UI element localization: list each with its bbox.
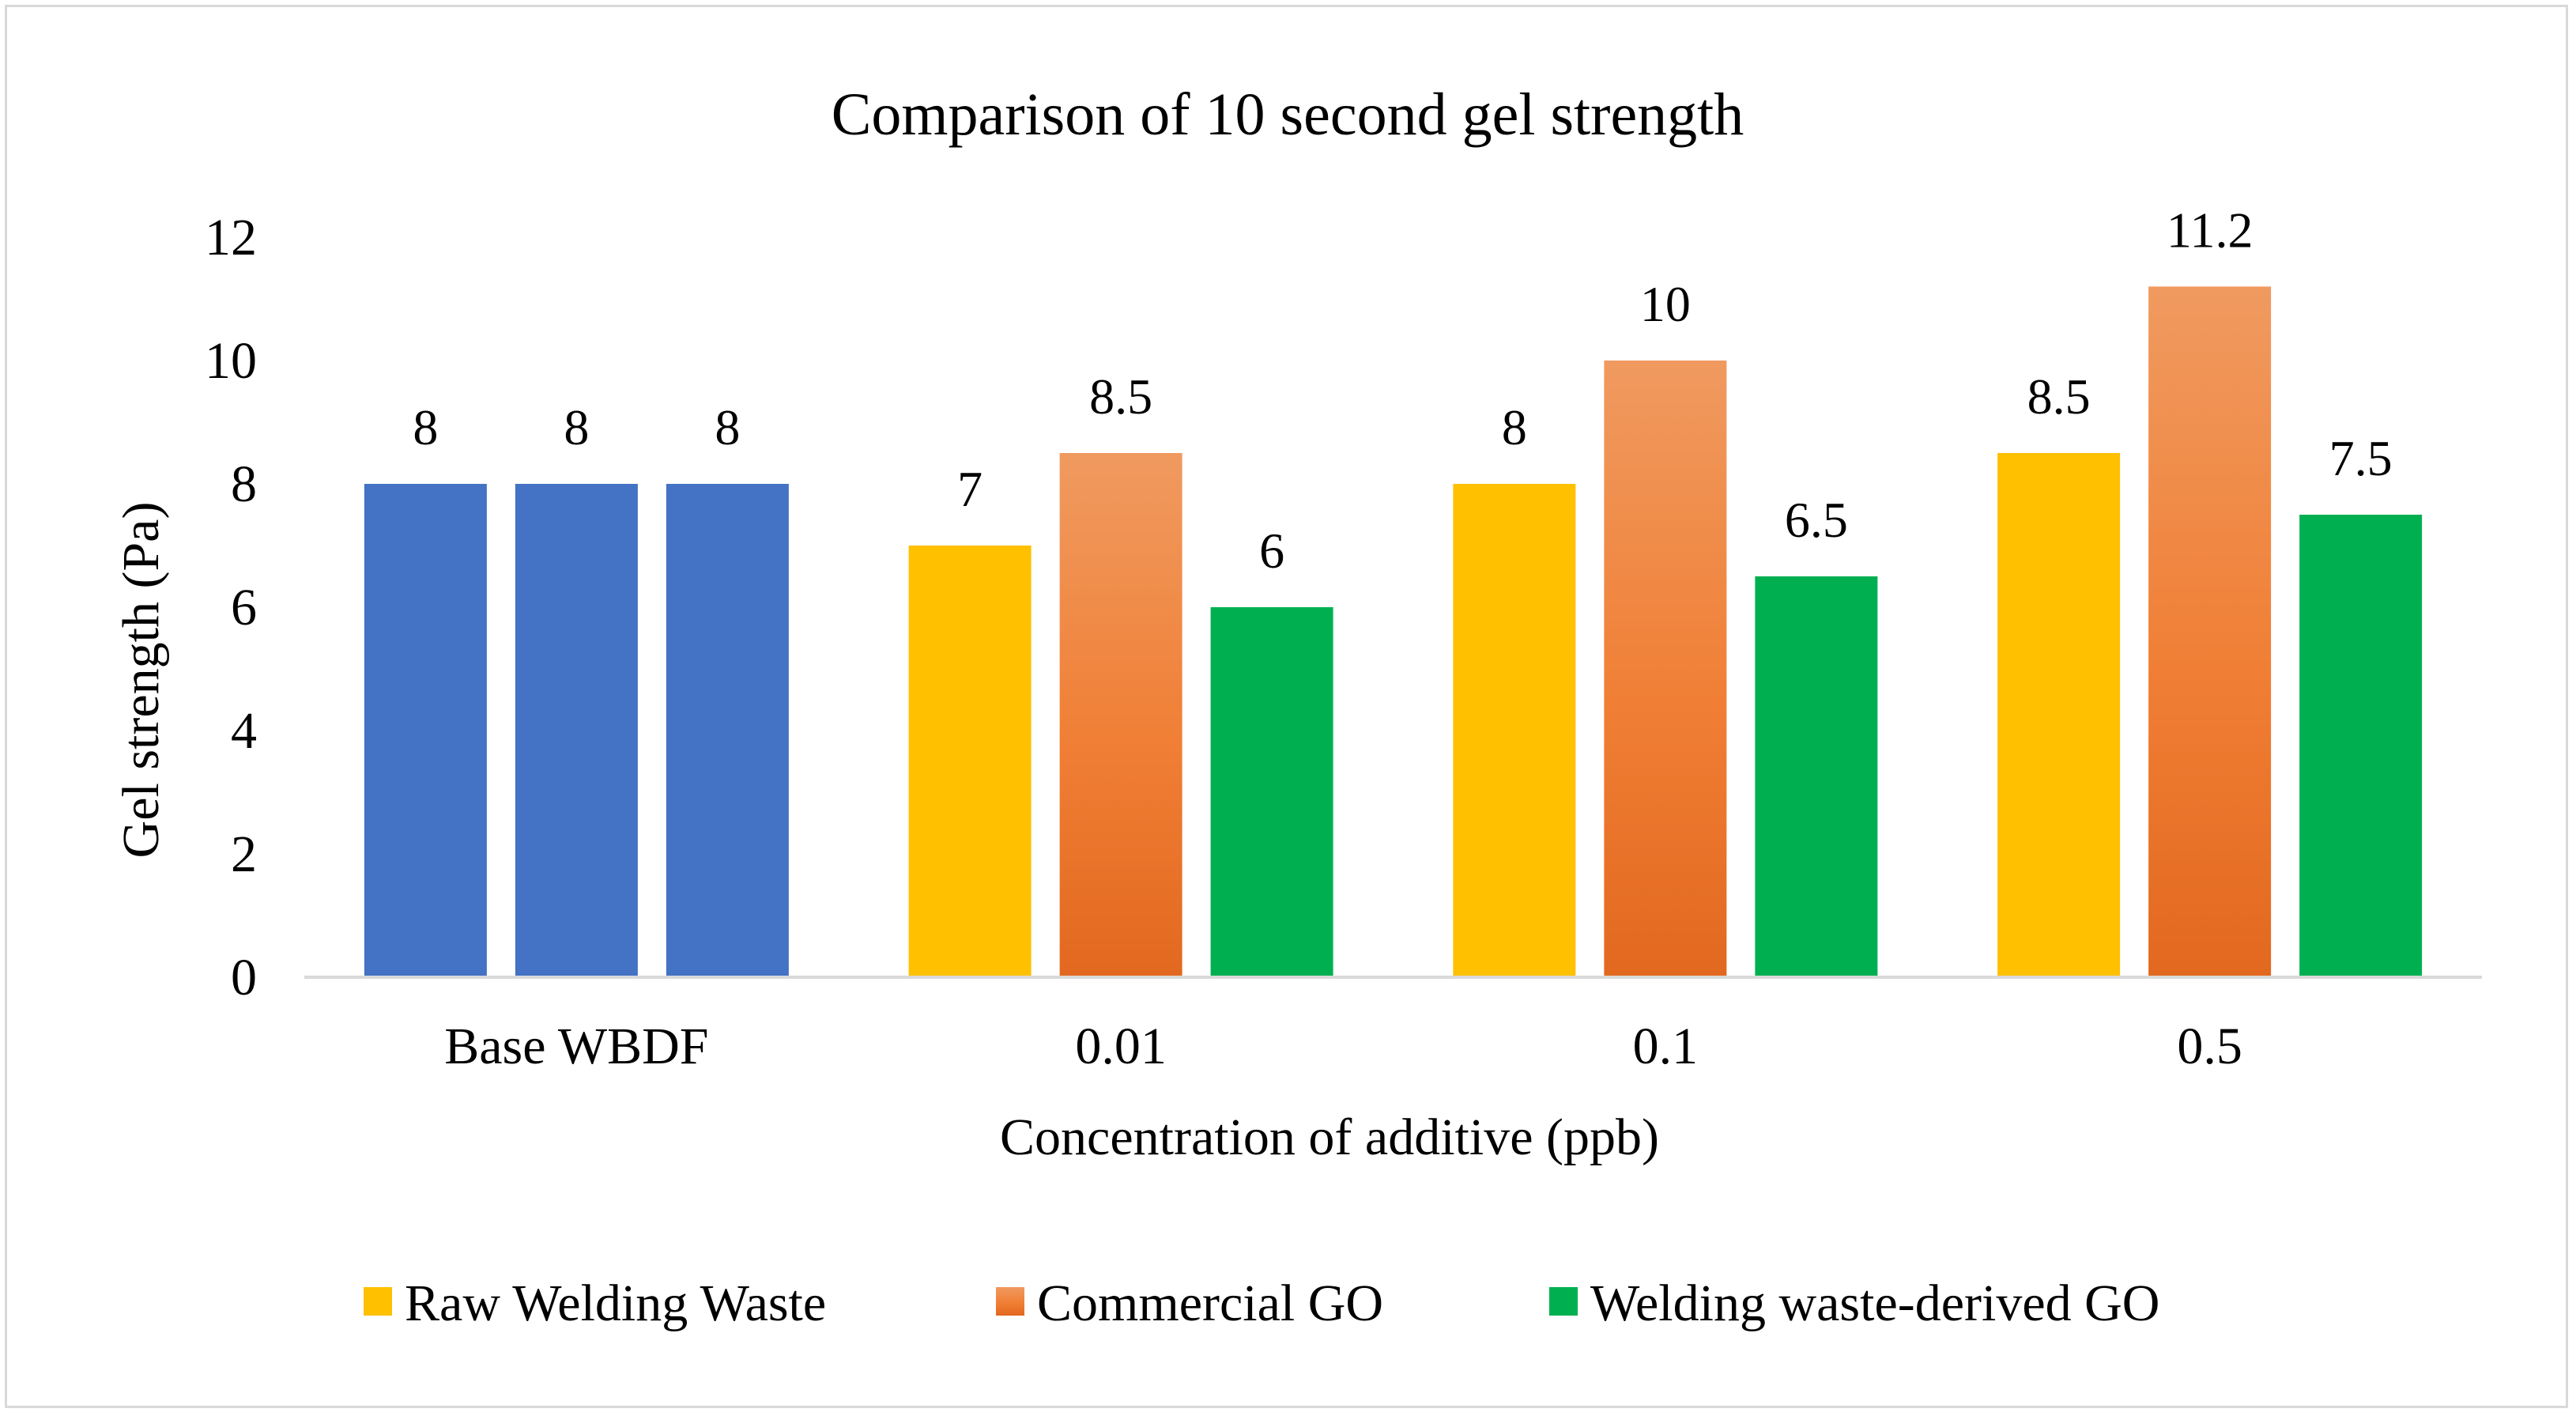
data-label: 8 — [1502, 399, 1527, 455]
y-axis-label: Gel strength (Pa) — [112, 502, 170, 859]
y-tick-label: 12 — [205, 209, 257, 266]
y-tick-label: 0 — [231, 949, 257, 1006]
legend-label: Welding waste-derived GO — [1590, 1274, 2159, 1332]
data-label: 8 — [715, 399, 740, 455]
y-tick-label: 8 — [231, 455, 257, 513]
data-labels: 8 8 8 7 8.5 6 8 10 6.5 8.5 11.2 7.5 — [413, 202, 2392, 579]
y-tick-label: 10 — [205, 332, 257, 390]
bar-commercial-go-0 — [515, 484, 638, 977]
x-axis-label: Concentration of additive (ppb) — [1000, 1108, 1659, 1166]
bar-welding-waste-derived-go-2 — [1755, 576, 1878, 977]
data-label: 10 — [1640, 276, 1691, 332]
bar-raw-welding-waste-1 — [908, 546, 1032, 977]
x-tick-label: 0.01 — [1075, 1018, 1167, 1075]
bar-commercial-go-2 — [1604, 361, 1727, 977]
bar-raw-welding-waste-0 — [364, 484, 487, 977]
bar-commercial-go-1 — [1059, 453, 1182, 977]
data-label: 8 — [564, 399, 589, 455]
x-axis-ticks: Base WBDF 0.01 0.1 0.5 — [444, 1018, 2242, 1075]
data-label: 7 — [957, 461, 983, 517]
bar-raw-welding-waste-3 — [1997, 453, 2121, 977]
legend-swatch — [364, 1287, 392, 1316]
data-label: 7.5 — [2329, 430, 2393, 486]
data-label: 11.2 — [2167, 202, 2254, 258]
chart-title: Comparison of 10 second gel strength — [832, 81, 1744, 148]
data-label: 8.5 — [1089, 368, 1152, 425]
x-tick-label: 0.5 — [2177, 1018, 2242, 1075]
legend: Raw Welding Waste Commercial GO Welding wa… — [364, 1274, 2159, 1332]
bar-welding-waste-derived-go-3 — [2299, 515, 2423, 977]
legend-swatch — [996, 1287, 1024, 1316]
bar-commercial-go-3 — [2148, 286, 2272, 977]
legend-label: Commercial GO — [1037, 1274, 1383, 1332]
data-label: 6.5 — [1785, 492, 1848, 548]
x-tick-label: Base WBDF — [444, 1018, 708, 1075]
y-tick-label: 4 — [231, 702, 257, 760]
data-label: 6 — [1259, 523, 1284, 579]
x-tick-label: 0.1 — [1633, 1018, 1699, 1075]
legend-swatch — [1549, 1287, 1578, 1316]
y-tick-label: 2 — [231, 825, 257, 883]
bar-welding-waste-derived-go-0 — [666, 484, 789, 977]
bar-series — [364, 286, 2423, 977]
data-label: 8.5 — [2027, 368, 2091, 425]
y-tick-label: 6 — [231, 579, 257, 636]
data-label: 8 — [413, 399, 438, 455]
legend-label: Raw Welding Waste — [405, 1274, 826, 1332]
bar-raw-welding-waste-2 — [1453, 484, 1576, 977]
bar-welding-waste-derived-go-1 — [1210, 607, 1333, 977]
y-axis-ticks: 0 2 4 6 8 10 12 — [205, 209, 257, 1006]
